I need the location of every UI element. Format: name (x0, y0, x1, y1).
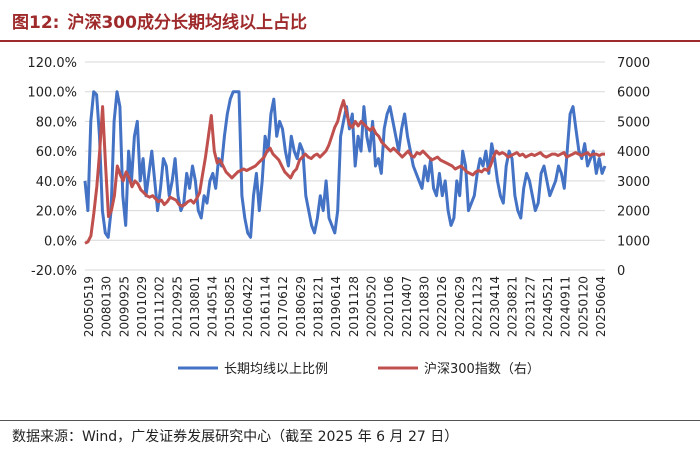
x-tick-label: 20150825 (223, 276, 237, 337)
x-tick-label: 20220126 (435, 276, 449, 337)
x-tick-label: 20190614 (329, 276, 343, 337)
x-tick-label: 20210830 (417, 276, 431, 337)
x-tick-label: 20200520 (364, 276, 378, 337)
y-right-tick-label: 5000 (617, 115, 650, 130)
y-right-tick-label: 4000 (617, 145, 650, 160)
figure-title-text: 沪深300成分长期均线以上占比 (67, 13, 307, 33)
y-left-tick-label: 40.0% (36, 175, 77, 190)
x-tick-label: 20250120 (576, 276, 590, 337)
x-tick-label: 20130801 (188, 276, 202, 337)
y-right-tick-label: 6000 (617, 86, 650, 101)
x-tick-label: 20120925 (170, 276, 184, 337)
y-axis-left: -20.0% 0.0% 20.0% 40.0% 60.0% 80.0% 100.0% 120.… (27, 56, 77, 279)
y-left-tick-label: -20.0% (31, 264, 77, 279)
x-tick-label: 20050519 (82, 276, 96, 337)
x-tick-label: 20221123 (470, 276, 484, 337)
x-tick-label: 20230414 (488, 276, 502, 337)
series-line-index (84, 99, 605, 245)
y-axis-right: 0 1000 2000 3000 4000 5000 6000 7000 (617, 56, 650, 279)
y-right-tick-label: 1000 (617, 234, 650, 249)
source-note: 数据来源：Wind，广发证券发展研究中心（截至 2025 年 6 月 27 日） (12, 429, 459, 445)
y-left-tick-label: 120.0% (27, 56, 77, 71)
y-left-tick-label: 100.0% (27, 86, 77, 101)
legend-item-ratio-label: 长期均线以上比例 (224, 362, 328, 377)
y-right-tick-label: 0 (617, 264, 625, 279)
x-tick-label: 20090925 (117, 276, 131, 337)
y-left-tick-label: 0.0% (44, 234, 77, 249)
x-tick-label: 20210407 (400, 276, 414, 337)
x-tick-label: 20201106 (382, 276, 396, 337)
legend-item-index-label: 沪深300指数（右） (424, 361, 540, 377)
series-lines (83, 90, 607, 245)
y-right-tick-label: 3000 (617, 175, 650, 190)
x-tick-label: 20250604 (594, 276, 608, 337)
x-tick-label: 20180629 (294, 276, 308, 337)
x-tick-label: 20191128 (347, 276, 361, 337)
y-left-tick-label: 60.0% (36, 145, 77, 160)
figure-label: 图12: (12, 13, 60, 33)
x-tick-label: 20160422 (241, 276, 255, 337)
chart: -20.0% 0.0% 20.0% 40.0% 60.0% 80.0% 100.0% 120.… (27, 56, 650, 377)
x-tick-label: 20111202 (153, 276, 167, 337)
x-tick-label: 20080130 (100, 276, 114, 337)
x-tick-label: 20240521 (541, 276, 555, 337)
x-tick-label: 20140514 (206, 276, 220, 337)
figure-header: 图12: 沪深300成分长期均线以上占比 (0, 0, 700, 42)
x-tick-label: 20230821 (506, 276, 520, 337)
x-tick-label: 20101029 (135, 276, 149, 337)
y-left-tick-label: 80.0% (36, 115, 77, 130)
x-tick-label: 20220629 (453, 276, 467, 337)
x-tick-label: 20231227 (523, 276, 537, 337)
y-left-tick-label: 20.0% (36, 205, 77, 220)
series-line-ratio (83, 90, 607, 239)
x-axis-ticks: 20050519 20080130 20090925 20101029 20111202… (82, 276, 608, 337)
x-tick-label: 20181221 (312, 276, 326, 337)
legend: 长期均线以上比例 沪深300指数（右） (178, 361, 540, 377)
figure-title: 图12: 沪深300成分长期均线以上占比 (12, 8, 307, 33)
footer-divider (0, 420, 700, 421)
x-tick-label: 20240911 (559, 276, 573, 337)
y-right-tick-label: 7000 (617, 56, 650, 71)
x-tick-label: 20161114 (259, 276, 273, 337)
y-right-tick-label: 2000 (617, 205, 650, 220)
x-tick-label: 20170612 (276, 276, 290, 337)
